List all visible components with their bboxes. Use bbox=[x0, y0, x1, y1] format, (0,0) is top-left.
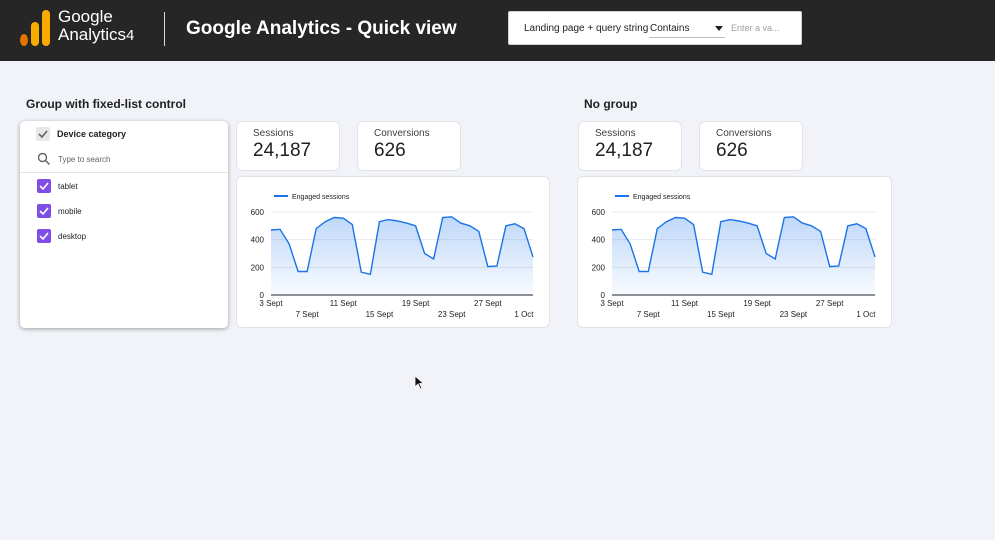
x-tick-label: 15 Sept bbox=[707, 310, 735, 319]
google-analytics-logo-icon bbox=[20, 10, 52, 46]
control-search[interactable]: Type to search bbox=[20, 150, 228, 173]
x-tick-label: 11 Sept bbox=[671, 299, 699, 308]
x-tick-label: 19 Sept bbox=[402, 299, 430, 308]
option-label: mobile bbox=[58, 207, 82, 216]
device-category-control[interactable]: Device category Type to search tablet mo… bbox=[20, 121, 228, 328]
mouse-cursor-icon bbox=[414, 375, 425, 390]
scorecard-value: 626 bbox=[716, 140, 748, 161]
scorecard-label: Conversions bbox=[374, 128, 430, 139]
series-area bbox=[612, 216, 875, 295]
x-tick-label: 1 Oct bbox=[856, 310, 876, 319]
legend-label: Engaged sessions bbox=[292, 194, 350, 201]
y-tick-label: 600 bbox=[251, 208, 265, 217]
scorecard-label: Sessions bbox=[253, 128, 294, 139]
x-tick-label: 11 Sept bbox=[330, 299, 358, 308]
x-tick-label: 7 Sept bbox=[637, 310, 661, 319]
conversions-scorecard[interactable]: Conversions 626 bbox=[357, 121, 461, 171]
logo-version: 4 bbox=[126, 27, 135, 44]
x-tick-label: 19 Sept bbox=[743, 299, 771, 308]
app-header: Google Analytics4 Google Analytics - Qui… bbox=[0, 0, 995, 61]
option-mobile[interactable]: mobile bbox=[20, 203, 228, 221]
desktop-checkbox[interactable] bbox=[37, 229, 51, 243]
check-icon bbox=[39, 207, 49, 216]
section-title-no-group: No group bbox=[584, 97, 638, 111]
x-tick-label: 3 Sept bbox=[600, 299, 624, 308]
check-icon bbox=[39, 182, 49, 191]
engaged-sessions-chart[interactable]: Engaged sessions 0 200 400 600 3 Sept 11 Sept 1… bbox=[577, 176, 892, 328]
logo-line1: Google bbox=[58, 7, 113, 26]
control-header[interactable]: Device category bbox=[20, 121, 228, 147]
search-icon bbox=[37, 152, 50, 165]
check-icon bbox=[39, 232, 49, 241]
x-tick-label: 23 Sept bbox=[438, 310, 466, 319]
y-tick-label: 200 bbox=[251, 263, 265, 272]
sessions-scorecard[interactable]: Sessions 24,187 bbox=[578, 121, 682, 171]
scorecard-label: Conversions bbox=[716, 128, 772, 139]
operator-underline bbox=[649, 37, 725, 38]
filter-dimension-label: Landing page + query string bbox=[524, 23, 649, 34]
chart-svg: Engaged sessions 0 200 400 600 3 Sept 11 Sept 1… bbox=[592, 194, 877, 319]
option-label: tablet bbox=[58, 182, 78, 191]
series-line bbox=[611, 216, 876, 276]
y-tick-label: 600 bbox=[592, 208, 606, 217]
x-tick-label: 27 Sept bbox=[816, 299, 844, 308]
section-title-group: Group with fixed-list control bbox=[26, 97, 186, 111]
sessions-scorecard[interactable]: Sessions 24,187 bbox=[236, 121, 340, 171]
logo-text: Google Analytics4 bbox=[58, 8, 134, 45]
series-line bbox=[270, 216, 534, 276]
x-tick-label: 7 Sept bbox=[296, 310, 320, 319]
y-tick-label: 0 bbox=[601, 291, 606, 300]
x-tick-label: 1 Oct bbox=[514, 310, 534, 319]
y-tick-label: 400 bbox=[251, 236, 265, 245]
conversions-scorecard[interactable]: Conversions 626 bbox=[699, 121, 803, 171]
scorecard-value: 626 bbox=[374, 140, 406, 161]
tablet-checkbox[interactable] bbox=[37, 179, 51, 193]
x-tick-label: 15 Sept bbox=[366, 310, 394, 319]
scorecard-label: Sessions bbox=[595, 128, 636, 139]
header-divider bbox=[164, 12, 165, 46]
y-tick-label: 400 bbox=[592, 236, 606, 245]
legend-label: Engaged sessions bbox=[633, 194, 691, 201]
chart-svg: Engaged sessions 0 200 400 600 3 Sept 11 Sept 1… bbox=[251, 194, 535, 319]
chevron-down-icon[interactable] bbox=[715, 26, 723, 31]
select-all-checkbox[interactable] bbox=[36, 127, 50, 141]
engaged-sessions-chart[interactable]: Engaged sessions 0 200 400 600 3 Sept 11 Sept 1… bbox=[236, 176, 550, 328]
x-tick-label: 23 Sept bbox=[780, 310, 808, 319]
filter-value-input[interactable]: Enter a va... bbox=[731, 23, 780, 33]
option-tablet[interactable]: tablet bbox=[20, 178, 228, 196]
control-title: Device category bbox=[57, 129, 127, 139]
y-tick-label: 200 bbox=[592, 263, 606, 272]
page-title: Google Analytics - Quick view bbox=[186, 18, 457, 39]
check-icon bbox=[38, 130, 48, 139]
filter-operator-select[interactable]: Contains bbox=[650, 23, 690, 34]
x-tick-label: 3 Sept bbox=[259, 299, 283, 308]
x-tick-label: 27 Sept bbox=[474, 299, 502, 308]
mobile-checkbox[interactable] bbox=[37, 204, 51, 218]
search-input[interactable]: Type to search bbox=[58, 155, 111, 164]
option-desktop[interactable]: desktop bbox=[20, 228, 228, 246]
option-label: desktop bbox=[58, 232, 87, 241]
series-area bbox=[271, 216, 533, 295]
y-tick-label: 0 bbox=[260, 291, 265, 300]
scorecard-value: 24,187 bbox=[595, 140, 654, 161]
landing-page-filter-control[interactable]: Landing page + query string Contains Ent… bbox=[508, 11, 802, 45]
scorecard-value: 24,187 bbox=[253, 140, 312, 161]
logo-line2: Analytics bbox=[58, 25, 127, 44]
